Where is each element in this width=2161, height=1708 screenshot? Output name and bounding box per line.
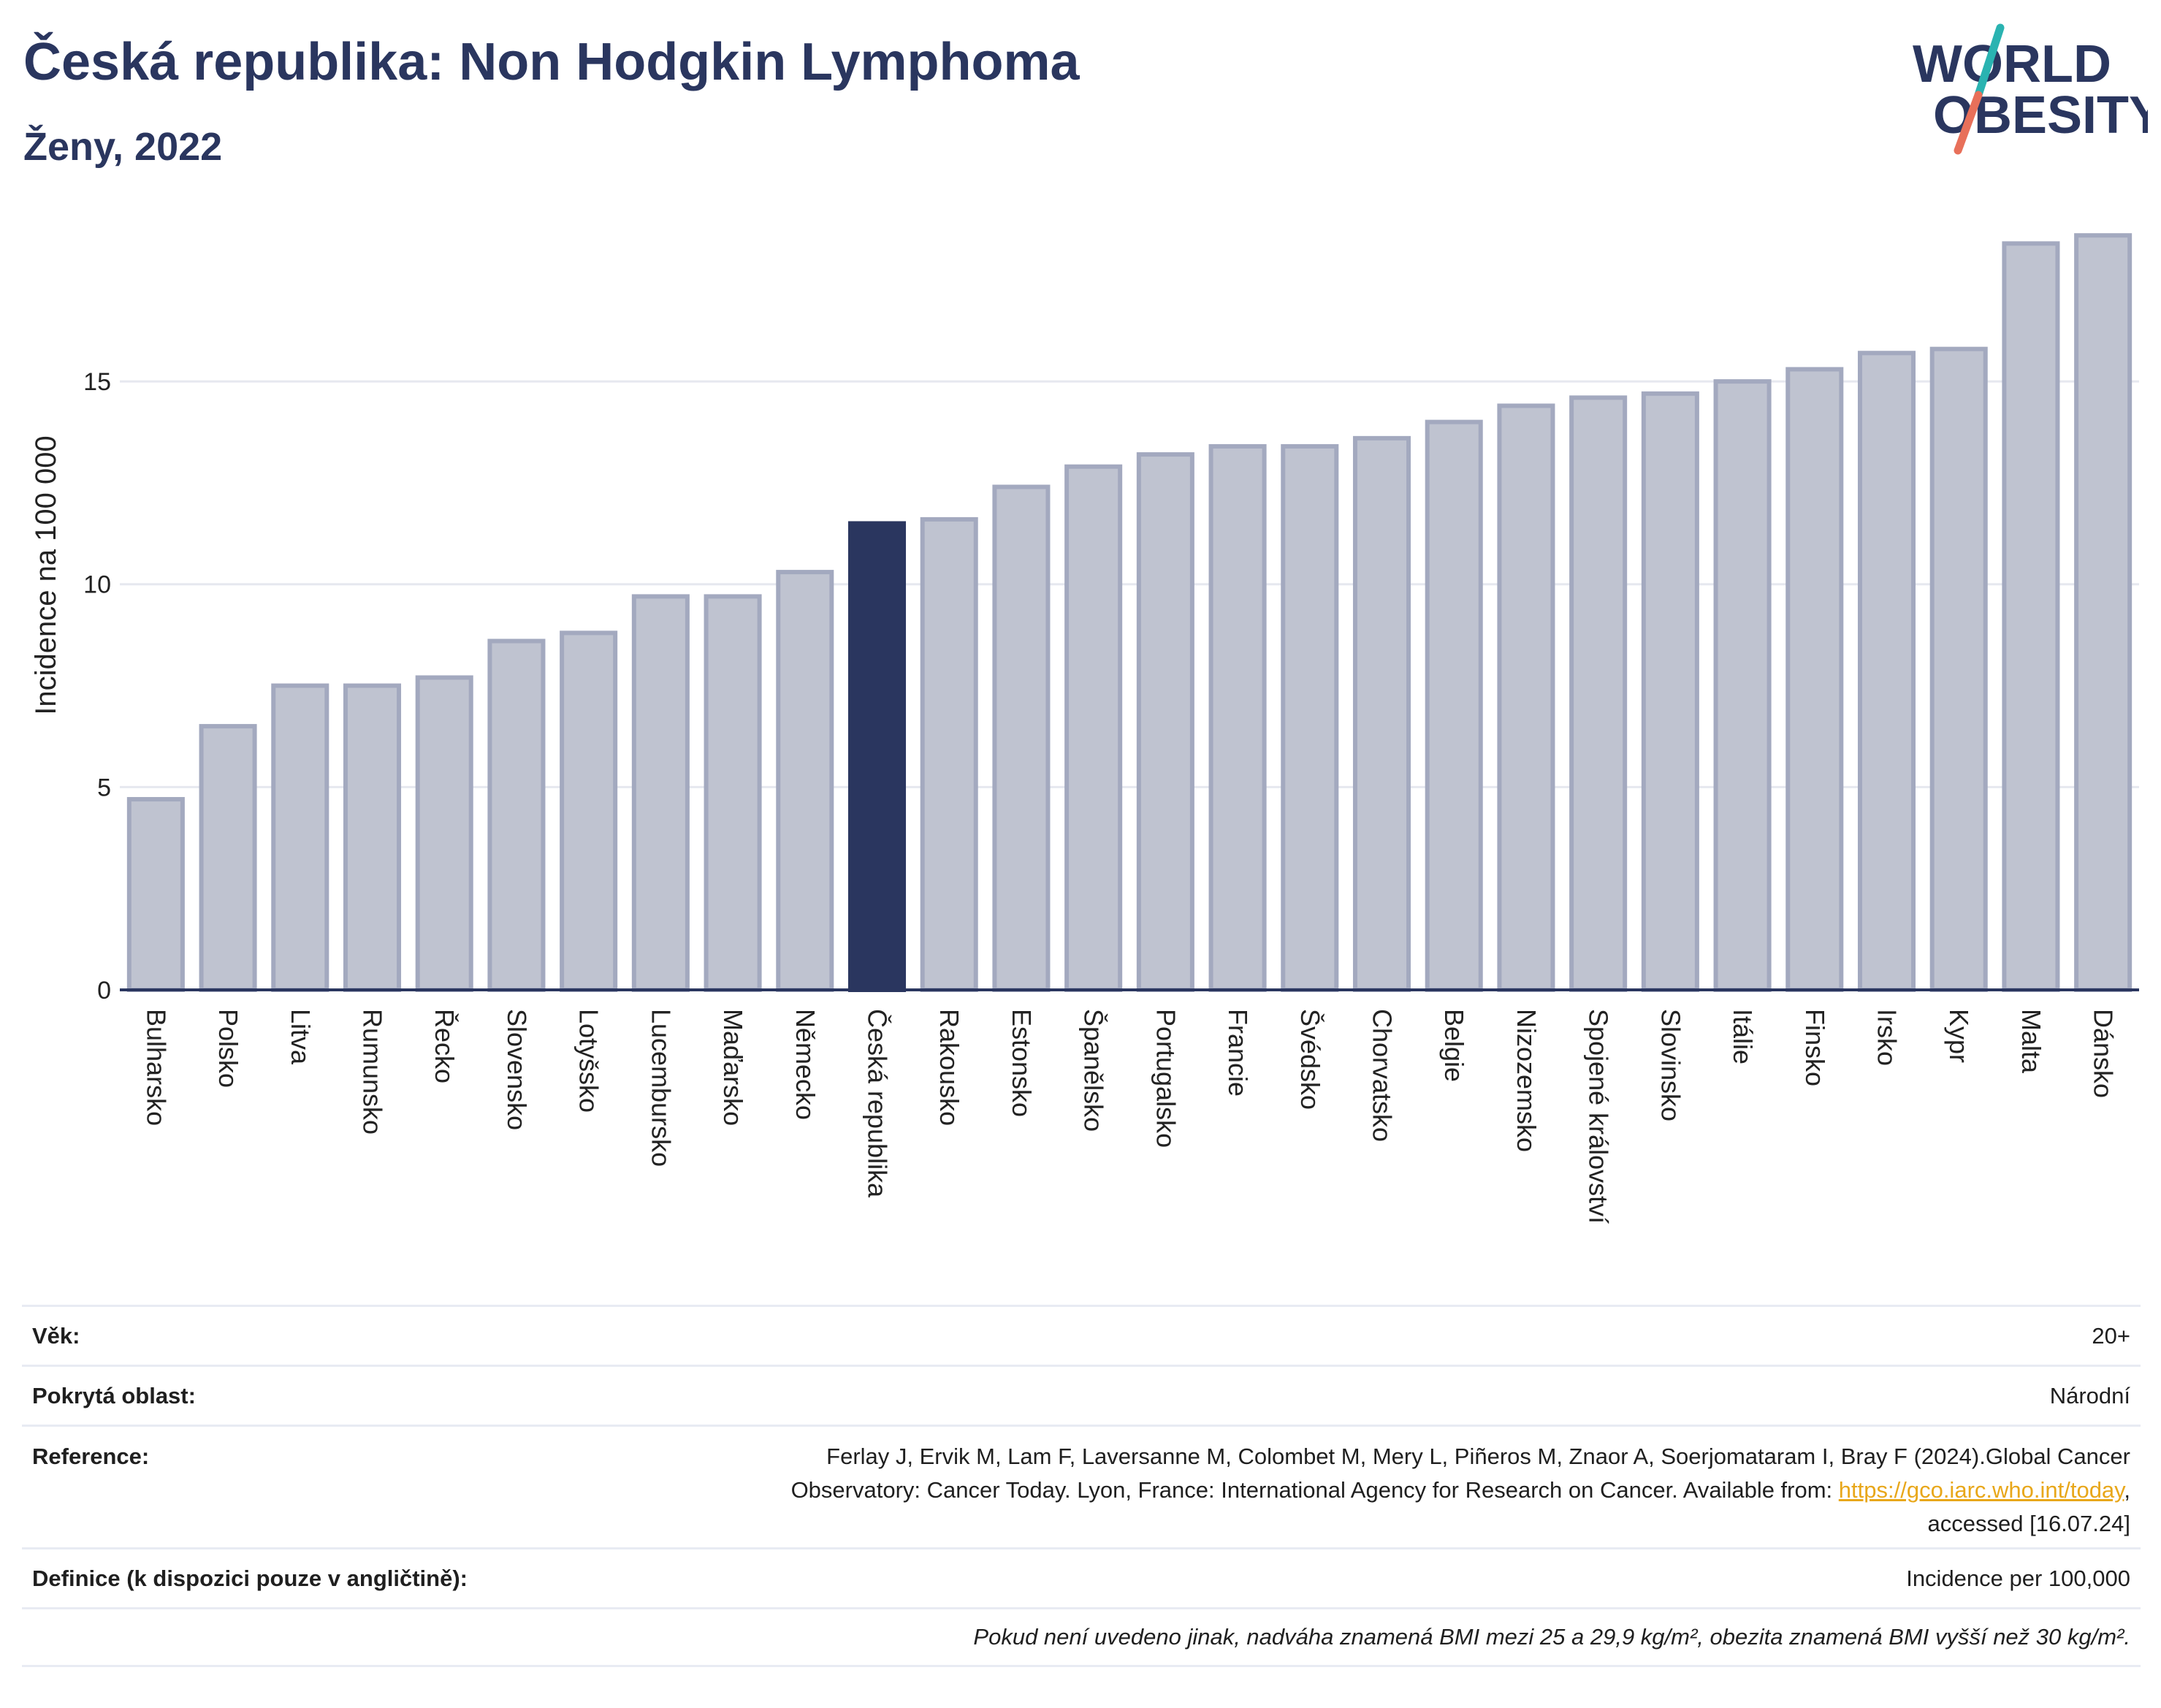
x-tick-label: Finsko xyxy=(1800,1009,1830,1086)
bar[interactable] xyxy=(1641,391,1699,992)
x-tick-label: Polsko xyxy=(213,1009,243,1088)
y-tick-label: 5 xyxy=(97,774,111,801)
bar[interactable] xyxy=(1569,395,1628,992)
x-tick-label: Rumunsko xyxy=(358,1009,388,1135)
x-tick-label: Malta xyxy=(2016,1009,2046,1074)
x-tick-label: Lucembursko xyxy=(646,1009,676,1167)
meta-key-definition: Definice (k dispozici pouze v angličtině… xyxy=(32,1565,468,1591)
x-tick-label: Španělsko xyxy=(1079,1009,1109,1132)
x-tick-label: Slovinsko xyxy=(1655,1009,1685,1121)
x-tick-label: Chorvatsko xyxy=(1368,1009,1398,1142)
meta-row-area: Pokrytá oblast: Národní xyxy=(22,1365,2141,1425)
bar[interactable] xyxy=(487,638,546,992)
x-tick-label: Nizozemsko xyxy=(1512,1009,1541,1152)
bar[interactable] xyxy=(631,594,690,992)
meta-row-definition: Definice (k dispozici pouze v angličtině… xyxy=(22,1547,2141,1607)
bar[interactable] xyxy=(992,484,1051,992)
reference-line-2-text: Observatory: Cancer Today. Lyon, France:… xyxy=(790,1477,1839,1503)
logo-slash-top xyxy=(1974,23,2005,99)
x-tick-label: Bulharsko xyxy=(141,1009,171,1126)
x-tick-label: Estonsko xyxy=(1007,1009,1037,1117)
bar[interactable] xyxy=(1352,435,1411,992)
x-tick-label: Kypr xyxy=(1944,1009,1974,1063)
bar[interactable] xyxy=(704,594,762,992)
meta-key-age: Věk: xyxy=(32,1322,80,1349)
x-tick-label: Francie xyxy=(1223,1009,1253,1097)
x-tick-label: Irsko xyxy=(1872,1009,1902,1066)
bar[interactable] xyxy=(126,797,185,993)
x-tick-label: Švédsko xyxy=(1295,1009,1325,1110)
x-tick-label: Litva xyxy=(286,1009,316,1065)
bar[interactable] xyxy=(1208,443,1267,992)
x-tick-label: Česká republika xyxy=(863,1009,893,1198)
reference-line-2: Observatory: Cancer Today. Lyon, France:… xyxy=(791,1473,2130,1507)
x-tick-label: Belgie xyxy=(1439,1009,1469,1082)
y-axis-label: Incidence na 100 000 xyxy=(30,435,62,715)
metadata-table: Věk: 20+ Pokrytá oblast: Národní Referen… xyxy=(22,1305,2141,1667)
reference-line-3: accessed [16.07.24] xyxy=(1927,1511,2130,1536)
x-tick-label: Itálie xyxy=(1728,1009,1758,1064)
meta-row-note: Pokud není uvedeno jinak, nadváha znamen… xyxy=(22,1607,2141,1667)
bar[interactable] xyxy=(1281,443,1339,992)
bar[interactable] xyxy=(1713,379,1772,992)
x-tick-label: Portugalsko xyxy=(1151,1009,1181,1148)
bar[interactable] xyxy=(2002,241,2060,992)
reference-link[interactable]: https://gco.iarc.who.int/today xyxy=(1838,1477,2124,1503)
meta-value-area: Národní xyxy=(2049,1382,2130,1408)
bmi-note: Pokud není uvedeno jinak, nadváha znamen… xyxy=(973,1624,2130,1650)
bar[interactable] xyxy=(343,683,402,992)
meta-value-definition: Incidence per 100,000 xyxy=(1906,1565,2130,1591)
bar[interactable] xyxy=(1785,367,1844,992)
world-obesity-logo: WORLD OBESITY xyxy=(1913,23,2148,155)
bar[interactable] xyxy=(1929,346,1988,992)
x-tick-label: Slovensko xyxy=(502,1009,532,1130)
x-tick-label: Německo xyxy=(790,1009,820,1120)
bar[interactable] xyxy=(847,521,907,992)
bar-chart: 0 5 10 15 Incidence na 100 000 Bulharsko Polsk… xyxy=(30,233,2139,1224)
chart-subtitle: Ženy, 2022 xyxy=(23,125,223,169)
bar[interactable] xyxy=(1425,419,1483,992)
bar[interactable] xyxy=(776,570,834,992)
x-tick-label: Dánsko xyxy=(2089,1009,2119,1098)
chart-title: Česká republika: Non Hodgkin Lymphoma xyxy=(23,33,1080,91)
x-tick-label: Řecko xyxy=(430,1009,460,1083)
x-tick-label: Spojené království xyxy=(1584,1009,1614,1224)
bar[interactable] xyxy=(2074,233,2133,992)
meta-value-age: 20+ xyxy=(2092,1322,2130,1349)
x-tick-label: Rakousko xyxy=(934,1009,964,1126)
bar[interactable] xyxy=(920,516,978,992)
y-tick-label: 0 xyxy=(97,977,111,1004)
logo-slash-bottom xyxy=(1954,91,1983,155)
meta-key-area: Pokrytá oblast: xyxy=(32,1382,196,1408)
y-tick-label: 15 xyxy=(83,368,111,396)
x-tick-label: Lotyšsko xyxy=(574,1009,604,1113)
reference-line-2-tail: , xyxy=(2124,1477,2130,1503)
x-tick-label: Maďarsko xyxy=(718,1009,748,1126)
meta-row-reference: Reference: Ferlay J, Ervik M, Lam F, Lav… xyxy=(22,1425,2141,1547)
bar[interactable] xyxy=(1857,351,1916,993)
bar[interactable] xyxy=(1497,403,1555,992)
meta-row-age: Věk: 20+ xyxy=(22,1305,2141,1365)
meta-value-reference: Ferlay J, Ervik M, Lam F, Laversanne M, … xyxy=(791,1440,2130,1547)
reference-line-1: Ferlay J, Ervik M, Lam F, Laversanne M, … xyxy=(826,1444,2130,1469)
bar[interactable] xyxy=(271,683,329,992)
bar[interactable] xyxy=(199,724,257,992)
bar[interactable] xyxy=(1064,464,1123,992)
bar[interactable] xyxy=(1136,452,1194,992)
bar[interactable] xyxy=(560,630,618,992)
bar[interactable] xyxy=(415,675,473,993)
meta-key-reference: Reference: xyxy=(32,1444,150,1469)
y-tick-label: 10 xyxy=(83,571,111,599)
logo-word-world: WORLD xyxy=(1913,35,2111,94)
